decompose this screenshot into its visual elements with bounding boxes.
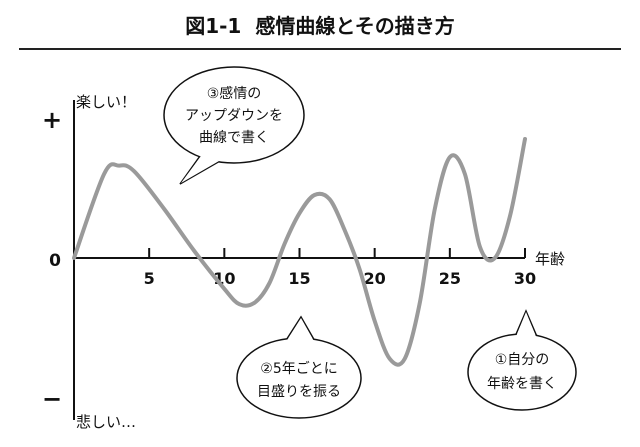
x-axis-ticks [148, 248, 526, 258]
figure-number: 図1-1 [185, 14, 242, 38]
bubble-3-line-1: ③感情の [207, 85, 262, 102]
y-bottom-label: 悲しい… [76, 413, 136, 431]
y-plus-symbol: + [42, 106, 62, 134]
y-zero-label: 0 [49, 251, 61, 271]
x-tick-label-25: 25 [439, 269, 461, 288]
bubble-2-line-1: ②5年ごとに [260, 361, 337, 377]
bubble-1-line-2: 年齢を書く [487, 376, 557, 392]
figure-title: 図1-1 感情曲線とその描き方 [0, 10, 640, 39]
bubble-3-line-3: 曲線で書く [199, 130, 269, 146]
x-axis-tick-labels: 5 10 15 20 25 30 [144, 269, 537, 288]
title-rule [19, 48, 621, 50]
bubble-2-line-2: 目盛りを振る [257, 384, 341, 400]
figure-title-text: 感情曲線とその描き方 [255, 14, 455, 38]
emotion-curve [72, 137, 527, 367]
y-top-label: 楽しい！ [76, 93, 136, 111]
x-tick-label-30: 30 [514, 269, 536, 288]
x-axis-label: 年齢 [535, 250, 565, 268]
x-tick-label-20: 20 [364, 269, 386, 288]
speech-bubble-scale-ticks: ②5年ごとに 目盛りを振る [236, 315, 362, 419]
bubble-3-line-2: アップダウンを [185, 108, 283, 124]
y-minus-symbol: − [42, 385, 62, 413]
speech-bubble-write-age: ①自分の 年齢を書く [467, 309, 577, 411]
bubble-1-line-1: ①自分の [495, 352, 550, 368]
x-tick-label-5: 5 [144, 269, 155, 288]
x-tick-label-15: 15 [288, 269, 310, 288]
speech-bubble-draw-curve: ③感情の アップダウンを 曲線で書く [163, 66, 305, 185]
